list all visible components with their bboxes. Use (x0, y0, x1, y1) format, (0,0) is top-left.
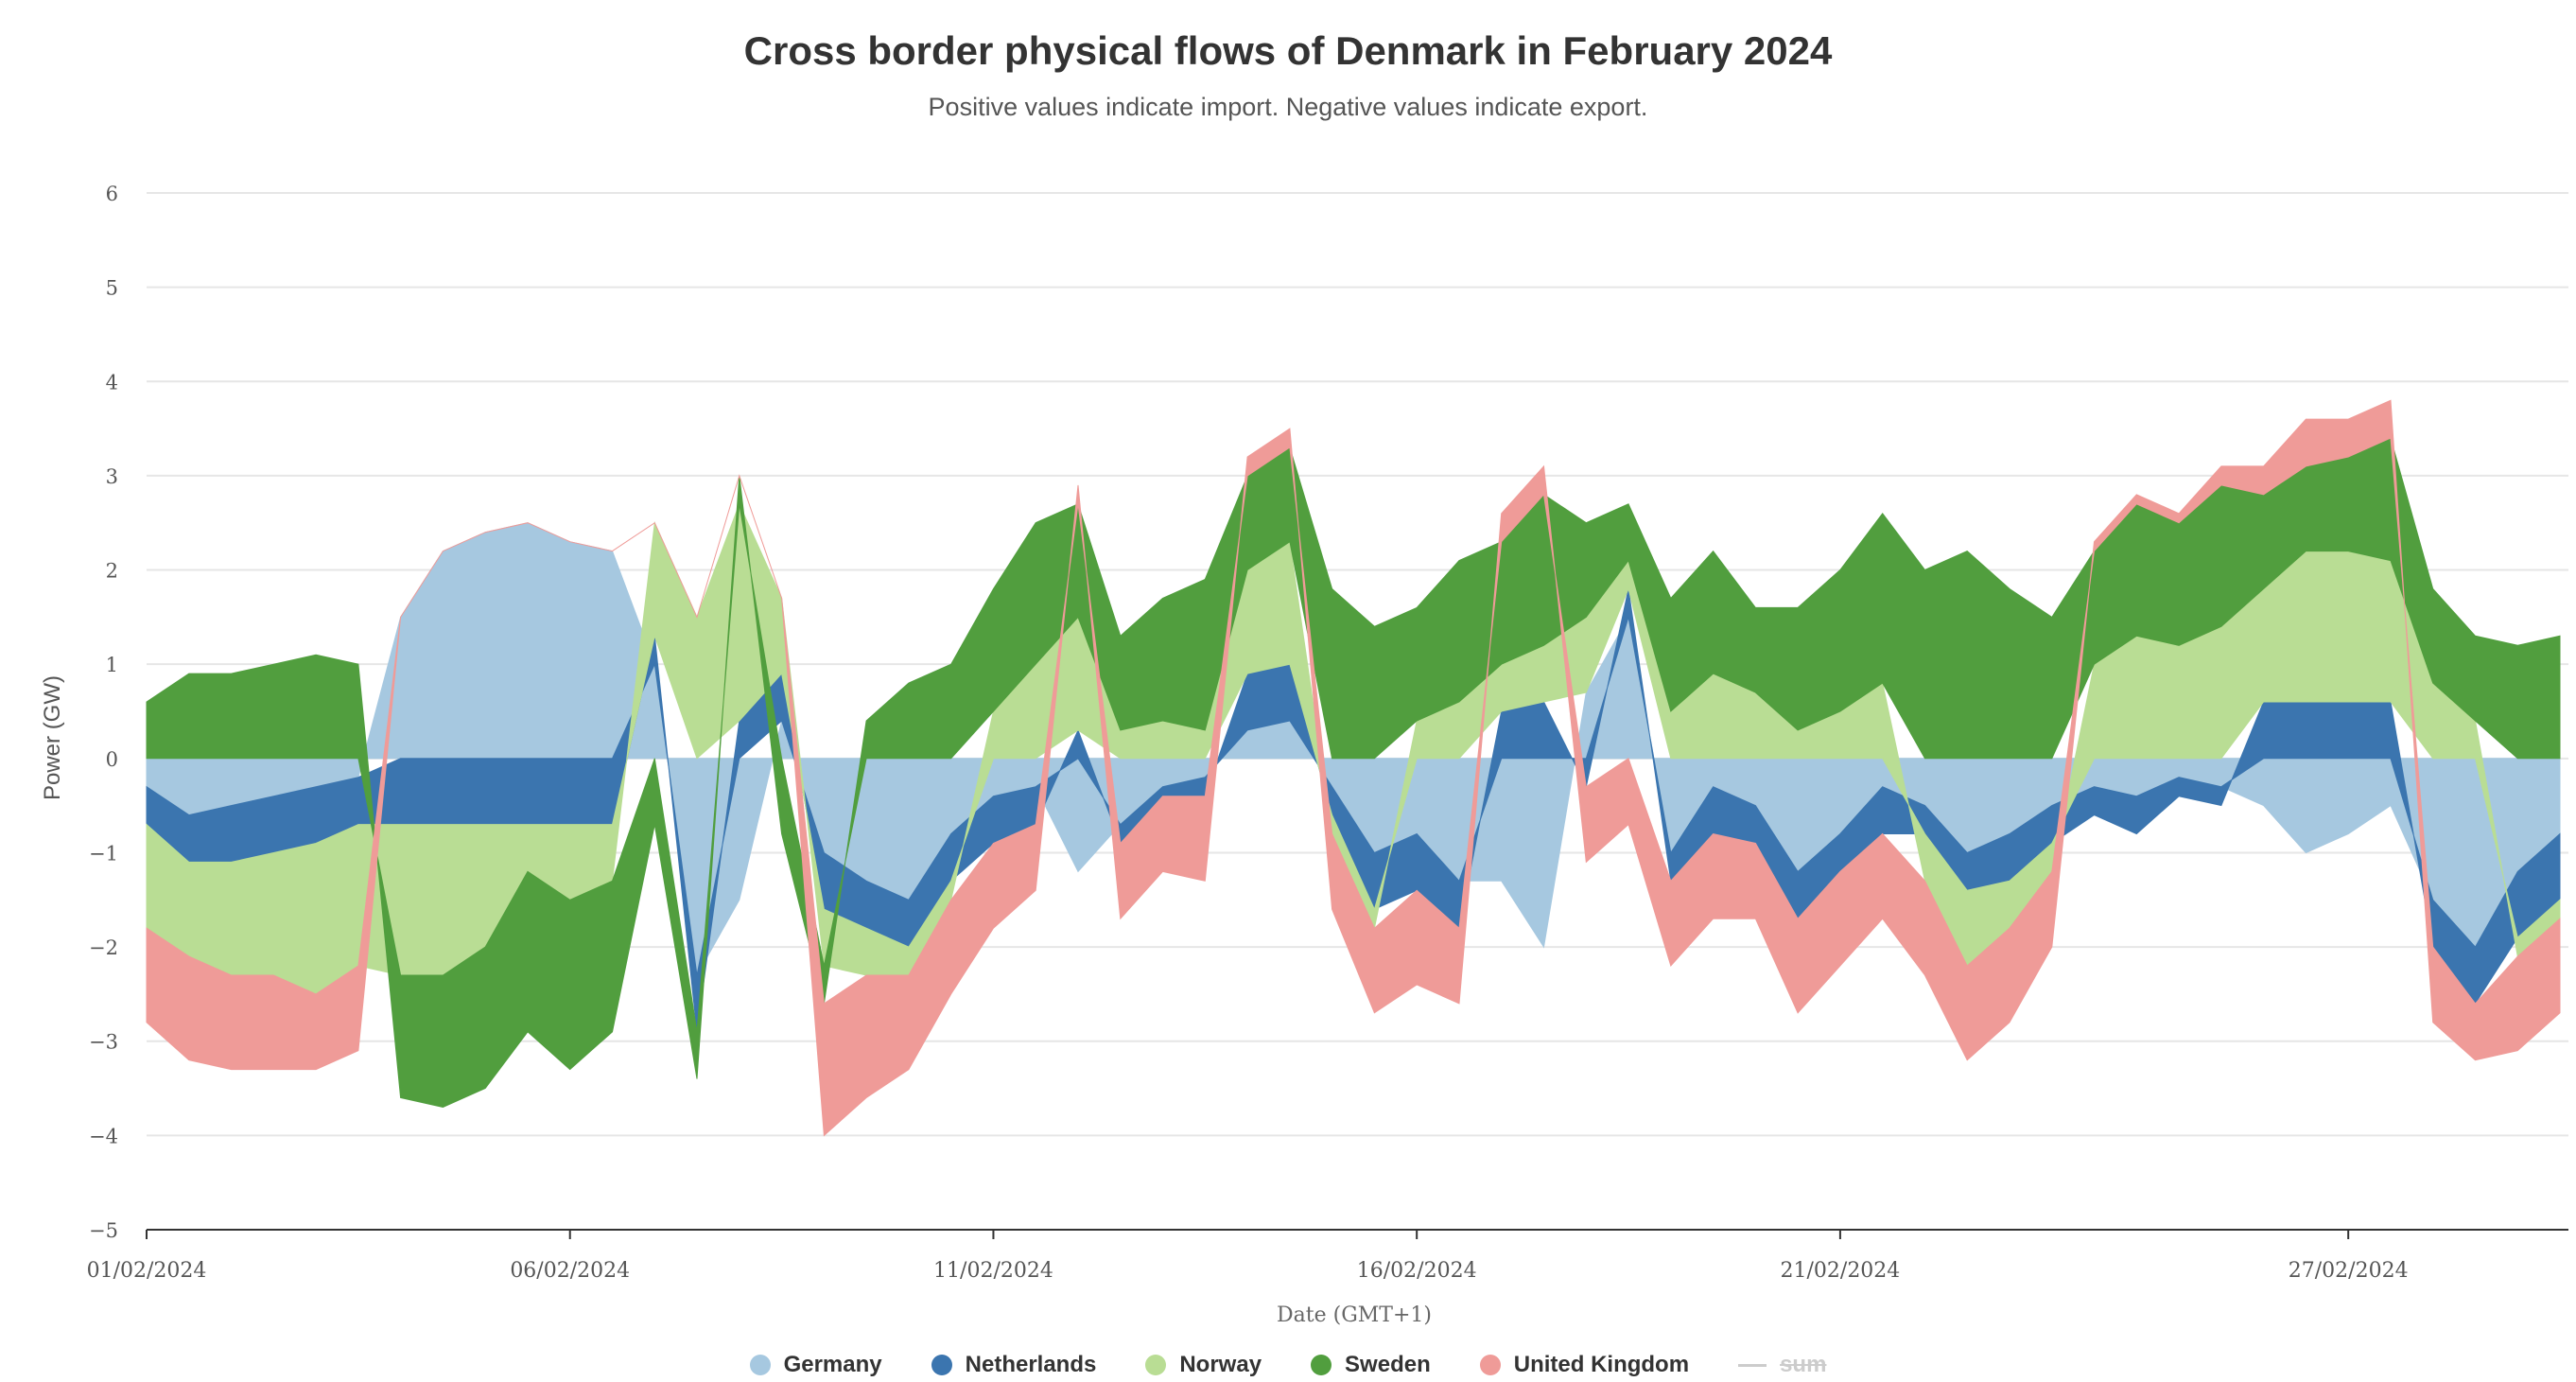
legend-item-norway[interactable]: Norway (1145, 1352, 1262, 1378)
y-tick-label: −5 (89, 1219, 118, 1242)
legend-item-netherlands[interactable]: Netherlands (931, 1352, 1097, 1378)
x-axis-title: Date (GMT+1) (1277, 1303, 1432, 1327)
legend-swatch (1145, 1355, 1167, 1375)
series-area-united-kingdom (146, 399, 2561, 1137)
y-tick-label: −1 (89, 842, 118, 865)
legend-label: sum (1780, 1352, 1827, 1377)
legend-line-swatch (1738, 1363, 1767, 1367)
y-tick-label: 5 (106, 277, 118, 300)
legend-item-united-kingdom[interactable]: United Kingdom (1479, 1352, 1690, 1378)
y-axis-title: Power (GW) (40, 675, 65, 800)
y-tick-label: −4 (89, 1125, 118, 1147)
x-tick-label: 16/02/2024 (1357, 1259, 1477, 1283)
legend-label: Sweden (1345, 1352, 1431, 1377)
x-tick-label: 21/02/2024 (1781, 1259, 1901, 1283)
y-tick-label: 3 (106, 465, 118, 488)
legend-label: Netherlands (965, 1352, 1097, 1377)
legend-label: United Kingdom (1513, 1352, 1690, 1377)
legend-swatch (931, 1355, 952, 1375)
axes: 6 5 4 3 2 1 0 −1 −2 −3 −4 −5 01/02/2024 06/02/2024 11/… (87, 183, 2568, 1283)
legend-label: Germany (783, 1352, 882, 1377)
chart-title: Cross border physical flows of Denmark i… (743, 28, 1833, 73)
x-tick-label: 01/02/2024 (87, 1259, 207, 1283)
legend-swatch (1479, 1355, 1501, 1375)
y-tick-label: 0 (106, 748, 118, 771)
legend-item-sweden[interactable]: Sweden (1311, 1352, 1431, 1378)
series-area-sweden (146, 437, 2561, 1109)
x-tick-label: 06/02/2024 (510, 1259, 630, 1283)
legend-label: Norway (1179, 1352, 1262, 1377)
legend: Germany Netherlands Norway Sweden United Kin… (0, 1348, 2576, 1382)
legend-item-sum[interactable]: sum (1738, 1352, 1826, 1378)
y-tick-label: −2 (89, 936, 118, 959)
y-tick-label: 6 (106, 183, 118, 205)
y-tick-label: 1 (106, 654, 118, 676)
x-tick-label: 11/02/2024 (933, 1259, 1053, 1283)
x-tick-label: 27/02/2024 (2289, 1259, 2409, 1283)
series-area-netherlands (146, 588, 2561, 1032)
y-tick-label: 2 (106, 560, 118, 583)
y-tick-label: −3 (89, 1031, 118, 1054)
series-areas (146, 399, 2561, 1137)
legend-swatch (749, 1355, 771, 1375)
legend-item-germany[interactable]: Germany (749, 1352, 882, 1378)
legend-swatch (1311, 1355, 1332, 1375)
series-area-norway (146, 502, 2561, 995)
y-tick-label: 4 (106, 371, 118, 394)
chart-subtitle: Positive values indicate import. Negativ… (928, 93, 1648, 121)
